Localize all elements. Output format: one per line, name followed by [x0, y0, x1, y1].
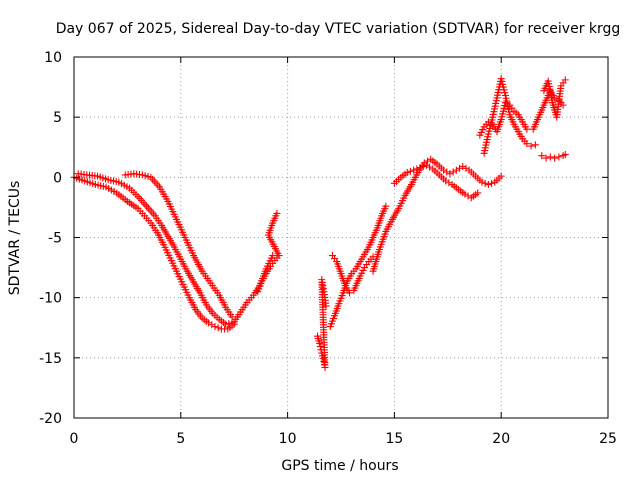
data-point [523, 125, 531, 133]
x-tick-labels: 0 5 10 15 20 25 [70, 431, 617, 447]
data-point [208, 321, 216, 329]
x-tick-label: 5 [176, 431, 185, 447]
data-point [222, 320, 230, 328]
data-point [555, 153, 563, 161]
series-track-h [328, 252, 377, 297]
data-point [462, 164, 470, 172]
data-point [316, 343, 324, 351]
series-track-b [74, 170, 236, 328]
data-point [546, 153, 554, 161]
data-point [443, 168, 451, 176]
data-point [523, 140, 531, 148]
y-tick-labels: -20 -15 -10 -5 0 5 10 [39, 50, 62, 427]
data-point [559, 101, 567, 109]
data-point [551, 154, 559, 162]
data-point [449, 168, 457, 176]
y-tick-label: 0 [53, 170, 62, 186]
data-point [426, 163, 434, 171]
data-point [456, 164, 464, 172]
data-points [70, 75, 569, 371]
x-tick-label: 20 [492, 431, 510, 447]
chart-title: Day 067 of 2025, Sidereal Day-to-day VTE… [56, 21, 621, 37]
data-point [403, 169, 411, 177]
data-point [497, 172, 505, 180]
data-point [273, 209, 281, 217]
series-track-e [254, 209, 283, 296]
data-point [211, 323, 219, 331]
y-axis-title: SDTVAR / TECUs [7, 181, 23, 296]
plot-frame [73, 56, 609, 419]
y-tick-label: -20 [39, 411, 62, 427]
data-point [459, 163, 467, 171]
data-point [452, 166, 460, 174]
data-point [542, 154, 550, 162]
series-track-n [540, 76, 569, 121]
data-point [501, 99, 509, 107]
series-track-f [314, 276, 330, 371]
data-point [225, 320, 233, 328]
series-track-o [538, 150, 569, 162]
series-track-k [480, 75, 539, 157]
data-point [445, 179, 453, 187]
data-point [538, 152, 546, 160]
data-point [410, 166, 418, 174]
data-point [316, 339, 324, 347]
data-point [322, 302, 330, 310]
series-track-j [390, 161, 482, 202]
series-track-c [121, 170, 236, 321]
data-point [419, 163, 427, 171]
data-point [561, 150, 569, 158]
x-axis-title: GPS time / hours [281, 458, 398, 474]
data-point [527, 142, 535, 150]
x-tick-label: 10 [279, 431, 297, 447]
y-tick-label: 10 [44, 50, 62, 66]
grid [74, 57, 608, 418]
y-tick-label: -5 [48, 231, 62, 247]
data-point [474, 189, 482, 197]
series-track-l [476, 99, 531, 139]
series-track-a [70, 173, 238, 333]
data-point [269, 252, 277, 260]
x-tick-label: 15 [385, 431, 403, 447]
data-point [484, 118, 492, 126]
y-tick-label: -10 [39, 291, 62, 307]
data-point [484, 181, 492, 189]
data-point [561, 76, 569, 84]
data-point [214, 324, 222, 332]
data-point [488, 179, 496, 187]
data-point [382, 202, 390, 210]
data-point [481, 179, 489, 187]
data-point [446, 170, 454, 178]
x-tick-label: 0 [70, 431, 79, 447]
data-point [531, 141, 539, 149]
data-point [416, 164, 424, 172]
data-point [413, 165, 421, 173]
data-point [346, 289, 354, 297]
data-point [406, 167, 414, 175]
data-point [478, 178, 486, 186]
series-track-i [369, 155, 505, 275]
y-tick-label: -15 [39, 351, 62, 367]
y-tick-label: 5 [53, 110, 62, 126]
x-tick-label: 25 [599, 431, 617, 447]
